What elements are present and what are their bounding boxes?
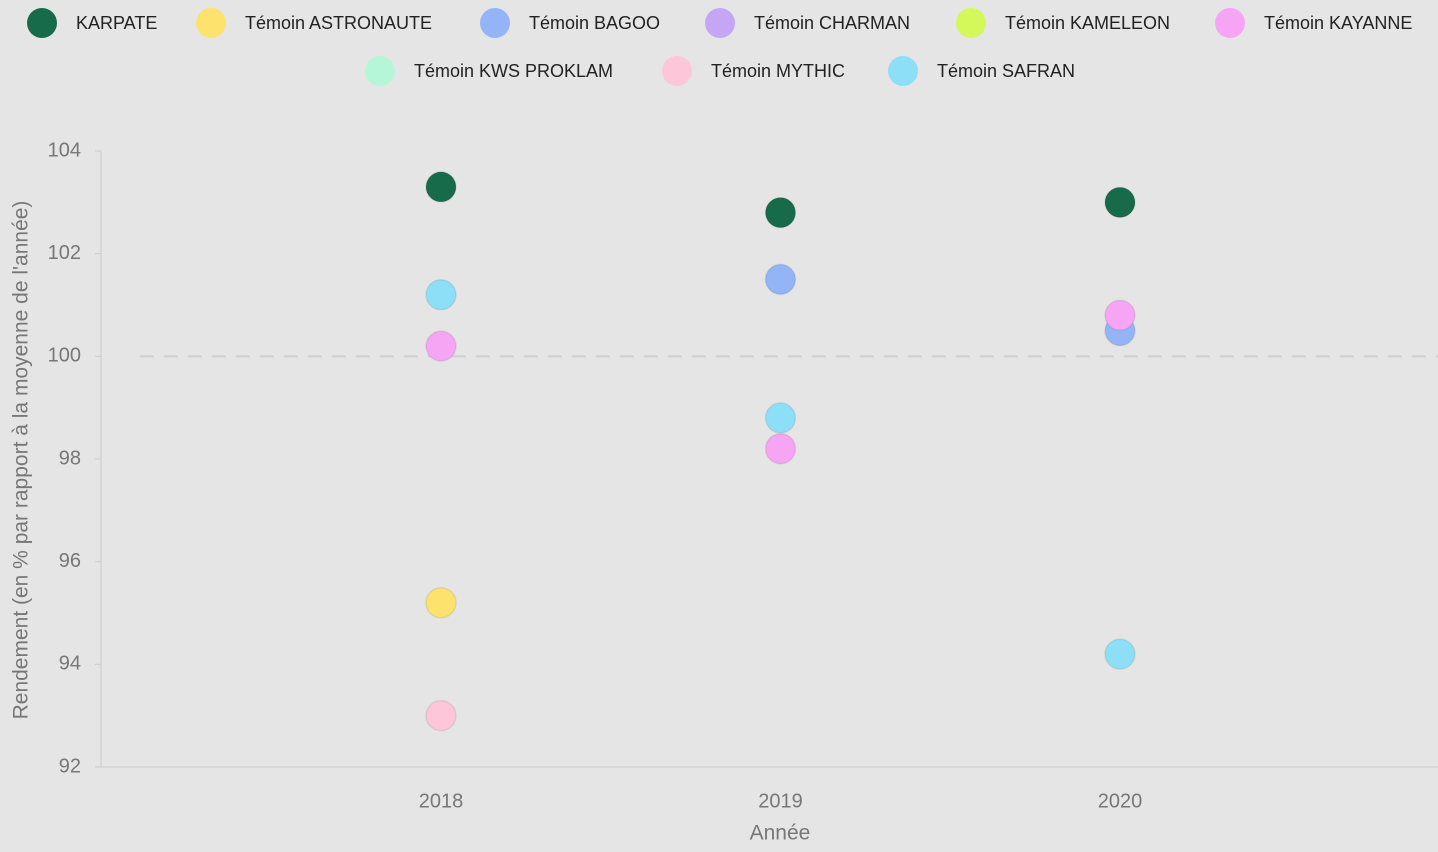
x-tick-label: 2019 [758, 790, 803, 812]
y-tick-label: 102 [48, 242, 81, 264]
y-tick-label: 94 [59, 653, 81, 675]
legend-label: KARPATE [76, 13, 157, 33]
dot [425, 171, 457, 203]
x-tick-label: 2018 [419, 790, 464, 812]
legend-swatch [27, 8, 57, 38]
dot [764, 402, 797, 434]
legend-label: Témoin KAYANNE [1264, 13, 1412, 33]
legend-swatch [705, 8, 735, 38]
legend-label: Témoin BAGOO [529, 13, 660, 33]
x-tick-label: 2020 [1098, 790, 1143, 812]
y-tick-label: 92 [59, 755, 81, 777]
y-tick-label: 104 [48, 139, 81, 161]
dot [1104, 299, 1136, 332]
legend-swatch [480, 8, 510, 38]
legend-label: Témoin CHARMAN [754, 13, 910, 33]
dot [425, 278, 457, 311]
dot [425, 699, 457, 732]
legend-swatch [1215, 8, 1245, 38]
legend-swatch [196, 8, 226, 38]
legend-swatch [662, 56, 692, 86]
dot [764, 196, 797, 229]
dot [425, 330, 457, 362]
y-tick-label: 98 [59, 447, 81, 469]
dot [425, 586, 457, 619]
legend-label: Témoin KAMELEON [1005, 13, 1170, 33]
legend-swatch [888, 56, 918, 86]
x-axis-title: Année [750, 822, 811, 845]
legend-swatch [365, 56, 395, 86]
dot [1104, 186, 1136, 219]
dot [764, 432, 797, 465]
legend-label: Témoin KWS PROKLAM [414, 61, 613, 81]
y-tick-label: 100 [48, 345, 81, 367]
legend-label: Témoin ASTRONAUTE [245, 13, 432, 33]
dot [764, 263, 797, 296]
y-tick-label: 96 [59, 550, 81, 572]
legend-swatch [956, 8, 986, 38]
dot [1104, 638, 1136, 670]
legend-label: Témoin SAFRAN [937, 61, 1075, 81]
legend-label: Témoin MYTHIC [711, 61, 845, 81]
y-axis-title: Rendement (en % par rapport à la moyenne… [10, 201, 33, 720]
